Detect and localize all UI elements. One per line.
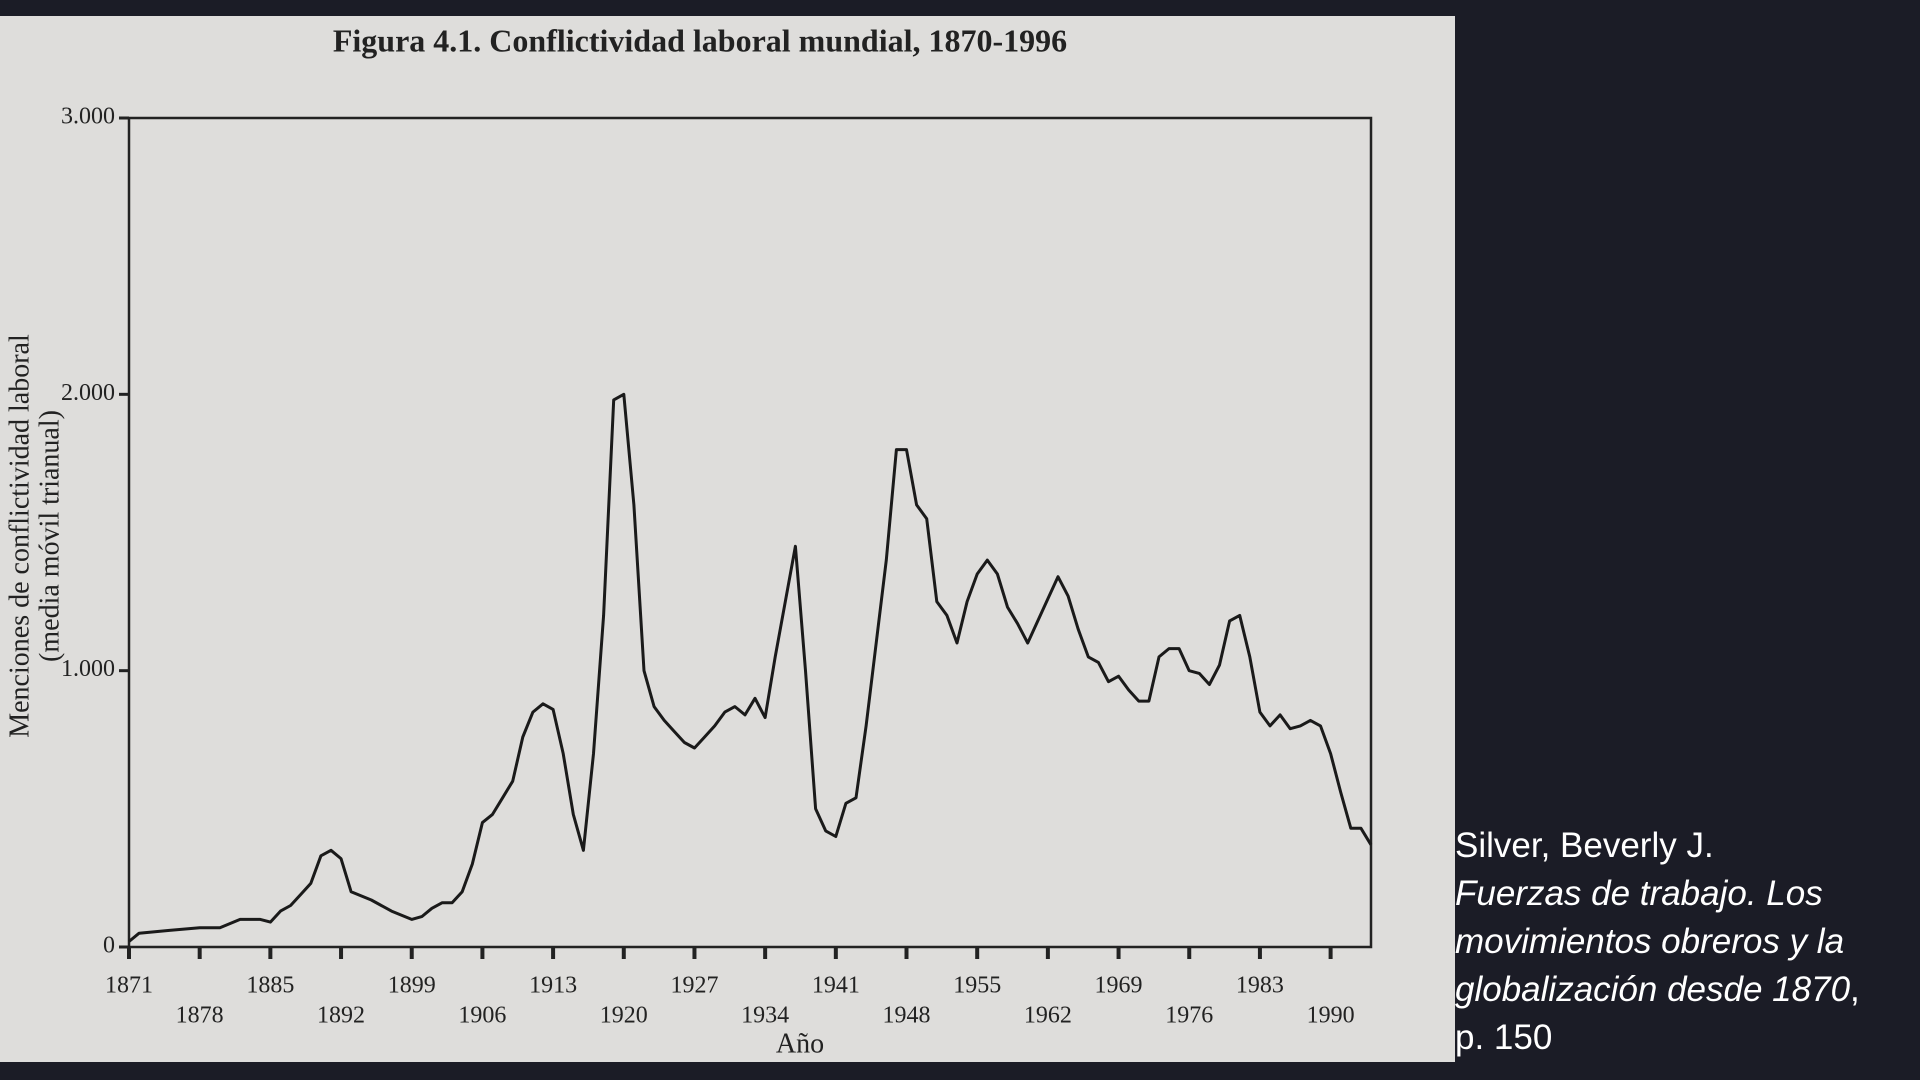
y-tick-label: 3.000 [61, 104, 115, 130]
x-tick-label: 1913 [529, 973, 577, 999]
y-tick-label: 2.000 [61, 380, 115, 406]
chart-photo: Figura 4.1. Conflictividad laboral mundi… [0, 16, 1455, 1062]
citation: Silver, Beverly J. Fuerzas de trabajo. L… [1455, 822, 1895, 1062]
x-tick-label: 1990 [1307, 1003, 1355, 1029]
x-axis-label: Año [776, 1028, 824, 1059]
x-tick-label: 1920 [600, 1003, 648, 1029]
x-tick-label: 1885 [246, 973, 294, 999]
x-tick-label: 1983 [1236, 973, 1284, 999]
x-tick-label: 1955 [953, 973, 1001, 999]
x-tick-label: 1969 [1095, 973, 1143, 999]
x-tick-label: 1962 [1024, 1003, 1072, 1029]
x-tick-label: 1976 [1165, 1003, 1213, 1029]
data-line [128, 392, 1373, 943]
x-tick-label: 1906 [458, 1003, 506, 1029]
x-tick-label: 1871 [105, 973, 153, 999]
y-tick-label: 1.000 [61, 656, 115, 682]
citation-author: Silver, Beverly J. [1455, 826, 1714, 865]
x-tick-label: 1948 [883, 1003, 931, 1029]
y-axis-label: (media móvil trianual) [34, 410, 65, 662]
x-tick-label: 1899 [388, 973, 436, 999]
x-tick-label: 1892 [317, 1003, 365, 1029]
y-axis-label: Menciones de conflictividad laboral [4, 334, 35, 738]
x-tick-label: 1934 [741, 1003, 789, 1029]
citation-title: Fuerzas de trabajo. Los movimientos obre… [1455, 874, 1851, 1009]
y-tick-label: 0 [103, 933, 115, 959]
citation-page: , p. 150 [1455, 970, 1860, 1057]
x-tick-label: 1878 [176, 1003, 224, 1029]
citation-source: Fuerzas de trabajo. Los movimientos obre… [1455, 870, 1895, 1062]
chart-title: Figura 4.1. Conflictividad laboral mundi… [333, 22, 1067, 58]
x-tick-label: 1941 [812, 973, 860, 999]
plot-frame [127, 116, 1373, 949]
chart: Figura 4.1. Conflictividad laboral mundi… [4, 22, 1373, 1059]
x-tick-label: 1927 [670, 973, 718, 999]
